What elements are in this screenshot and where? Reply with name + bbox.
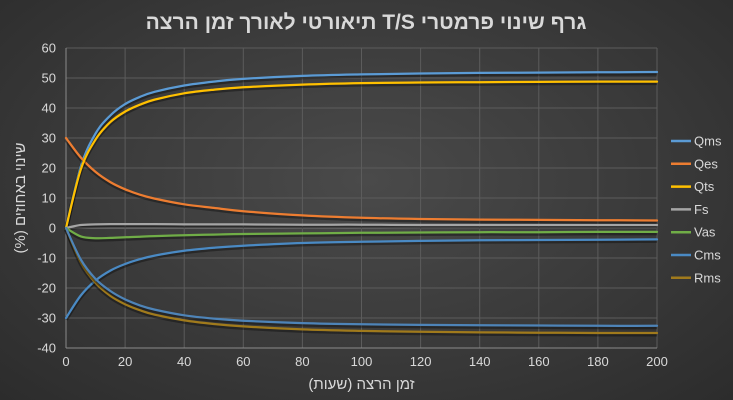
y-tick-label: 30 — [42, 131, 56, 146]
x-tick-label: 0 — [62, 354, 69, 369]
legend-label-qts: Qts — [694, 179, 715, 194]
x-tick-label: 180 — [587, 354, 609, 369]
x-tick-label: 60 — [236, 354, 250, 369]
x-tick-label: 40 — [177, 354, 191, 369]
y-tick-label: 40 — [42, 101, 56, 116]
legend-label-vas: Vas — [694, 225, 716, 240]
series-line-cms — [64, 238, 659, 320]
series-line-fs — [64, 222, 659, 230]
y-tick-label: -20 — [37, 281, 56, 296]
y-tick-label: 10 — [42, 191, 56, 206]
legend: Qms Qes Qts Fs Vas Cms Rms — [671, 134, 722, 285]
series-shadow-cms — [64, 238, 658, 321]
series-shadow-vas — [64, 227, 658, 242]
y-axis-title: שינוי באחוזים (%) — [12, 142, 29, 253]
x-tick-label: 120 — [410, 354, 432, 369]
series-line-unlabeled — [64, 226, 659, 327]
y-tick-label: 50 — [42, 71, 56, 86]
legend-label-qes: Qes — [694, 156, 718, 171]
series-lines — [64, 70, 659, 337]
legend-label-fs: Fs — [694, 202, 709, 217]
series-shadow-rms — [64, 228, 658, 337]
y-tick-label: -30 — [37, 311, 56, 326]
x-axis-title: זמן הרצה (שעות) — [308, 376, 414, 393]
chart-title: גרף שינוי פרמטרי T/S תיאורטי לאורך זמן ה… — [146, 11, 587, 34]
x-tick-label: 20 — [118, 354, 132, 369]
series-shadow-fs — [65, 223, 657, 232]
series-line-qms — [64, 70, 659, 230]
legend-label-rms: Rms — [694, 270, 721, 285]
series-line-rms — [64, 226, 659, 335]
y-tick-label: 60 — [42, 41, 56, 56]
x-tick-label: 200 — [646, 354, 668, 369]
y-tick-label: 0 — [49, 221, 56, 236]
legend-label-cms: Cms — [694, 248, 721, 263]
y-tick-label: -10 — [37, 251, 56, 266]
legend-label-qms: Qms — [694, 134, 722, 149]
y-tick-label: 20 — [42, 161, 56, 176]
series-line-qts — [64, 80, 659, 230]
x-tick-label: 160 — [528, 354, 550, 369]
y-tick-label: -40 — [37, 341, 56, 356]
series-shadow-unlabeled — [64, 228, 658, 330]
x-tick-label: 80 — [295, 354, 309, 369]
x-tick-label: 140 — [469, 354, 491, 369]
series-line-vas — [64, 226, 659, 240]
grid-lines — [65, 47, 658, 349]
series-line-qes — [64, 136, 659, 222]
series-shadow-qes — [64, 138, 658, 224]
x-tick-label: 100 — [351, 354, 373, 369]
